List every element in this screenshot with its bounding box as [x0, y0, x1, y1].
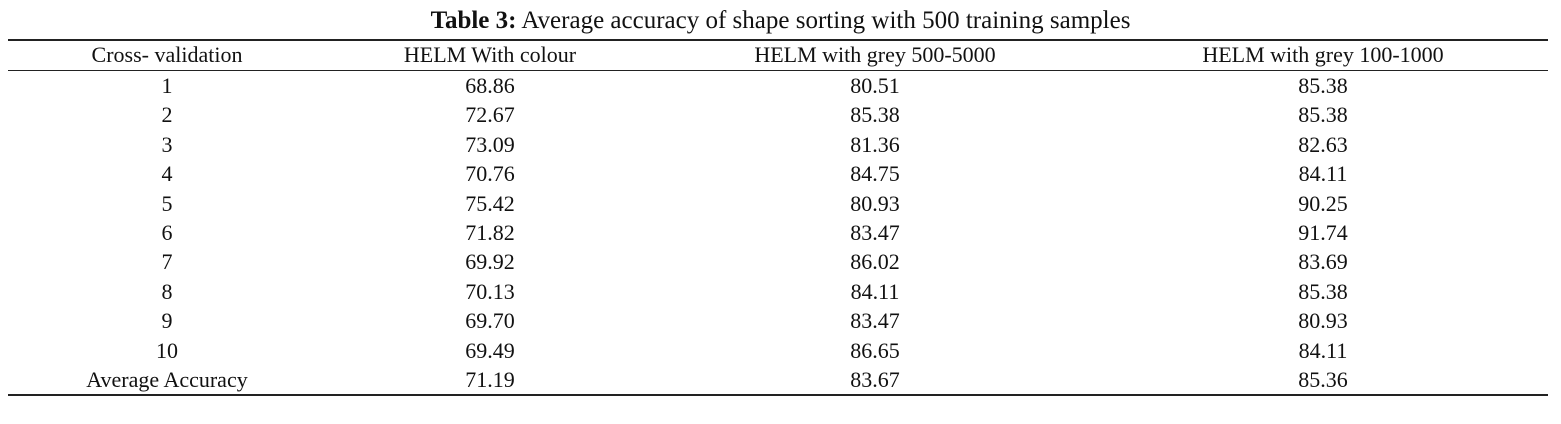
table-cell: 83.47: [850, 220, 900, 245]
table-cell: 9: [161, 308, 173, 334]
table-cell: 71.19: [465, 367, 515, 392]
table-cell: 84.11: [850, 278, 900, 304]
table-cell: 90.25: [1298, 190, 1348, 216]
table-cell: 5: [161, 190, 173, 216]
table-cell: 73.09: [465, 131, 515, 157]
table-cell: 81.36: [850, 131, 900, 157]
table-cell: 85.38: [1298, 278, 1348, 304]
table-cell: 4: [161, 161, 173, 187]
table-cell: 85.38: [1298, 102, 1348, 128]
table-cell: 85.36: [1298, 367, 1348, 392]
table-cell: 68.86: [465, 73, 515, 98]
table-cell: 2: [161, 102, 173, 128]
header-cell: Cross- validation: [91, 42, 243, 67]
bottom-rule: [8, 394, 1548, 396]
table-cell: 85.38: [850, 102, 900, 128]
table-cell: 7: [161, 249, 173, 275]
table-caption: Table 3: Average accuracy of shape sorti…: [0, 8, 1561, 33]
table-cell: 83.67: [850, 367, 900, 392]
top-rule: [8, 39, 1548, 41]
table-cell: 80.93: [850, 190, 900, 216]
header-cell: HELM with grey 100-1000: [1202, 42, 1444, 67]
header-rule: [8, 70, 1548, 71]
table-cell: 91.74: [1298, 220, 1348, 245]
table-cell: 84.11: [1298, 161, 1348, 187]
table-cell: 82.63: [1298, 131, 1348, 157]
table-cell: 8: [161, 278, 173, 304]
caption-text: Average accuracy of shape sorting with 5…: [521, 7, 1131, 34]
table-cell: 86.65: [850, 337, 900, 363]
table-cell: 6: [161, 220, 173, 245]
table-cell: 70.13: [465, 278, 515, 304]
table-cell: 71.82: [465, 220, 515, 245]
table-cell: 80.93: [1298, 308, 1348, 334]
table-cell: 80.51: [850, 73, 900, 98]
table-cell: 83.47: [850, 308, 900, 334]
table-cell: 1: [161, 73, 173, 98]
table-cell: 83.69: [1298, 249, 1348, 275]
table-cell: 86.02: [850, 249, 900, 275]
table-cell: 10: [156, 337, 178, 363]
table-cell: 84.75: [850, 161, 900, 187]
table-cell: 85.38: [1298, 73, 1348, 98]
caption-label: Table 3:: [430, 7, 517, 34]
header-cell: HELM with grey 500-5000: [754, 42, 996, 67]
table-cell: 69.70: [465, 308, 515, 334]
table-cell: 3: [161, 131, 173, 157]
table-cell: 69.49: [465, 337, 515, 363]
table-cell: 84.11: [1298, 337, 1348, 363]
table-cell: Average Accuracy: [86, 367, 248, 392]
table-cell: 72.67: [465, 102, 515, 128]
table-cell: 70.76: [465, 161, 515, 187]
table-cell: 69.92: [465, 249, 515, 275]
header-cell: HELM With colour: [403, 42, 577, 67]
table-cell: 75.42: [465, 190, 515, 216]
